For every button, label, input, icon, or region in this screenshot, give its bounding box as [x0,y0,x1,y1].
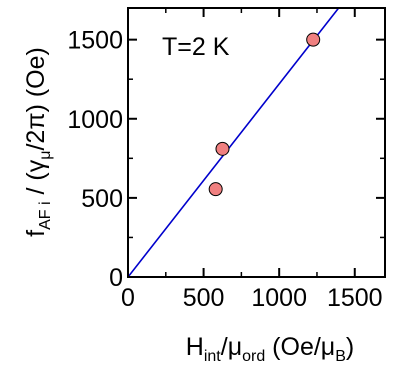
plot-frame [127,7,386,278]
y-axis-title: fAF i / (γμ/2π) (Oe) [22,47,54,237]
x-tick-label: 1000 [251,284,307,312]
x-tick-label: 0 [121,284,135,312]
data-point [208,182,223,197]
y-tick-label: 1000 [67,106,123,134]
y-tick-label: 0 [109,264,123,292]
x-tick-label: 500 [183,284,225,312]
fit-line [128,8,340,277]
data-point [306,32,321,47]
x-axis-title: Hint/μord (Oe/μB) [186,333,354,365]
y-tick-label: 1500 [67,27,123,55]
annotation-temperature: T=2 K [162,33,230,61]
x-tick-label: 1500 [327,284,383,312]
data-point [215,141,230,156]
y-tick-label: 500 [81,185,123,213]
